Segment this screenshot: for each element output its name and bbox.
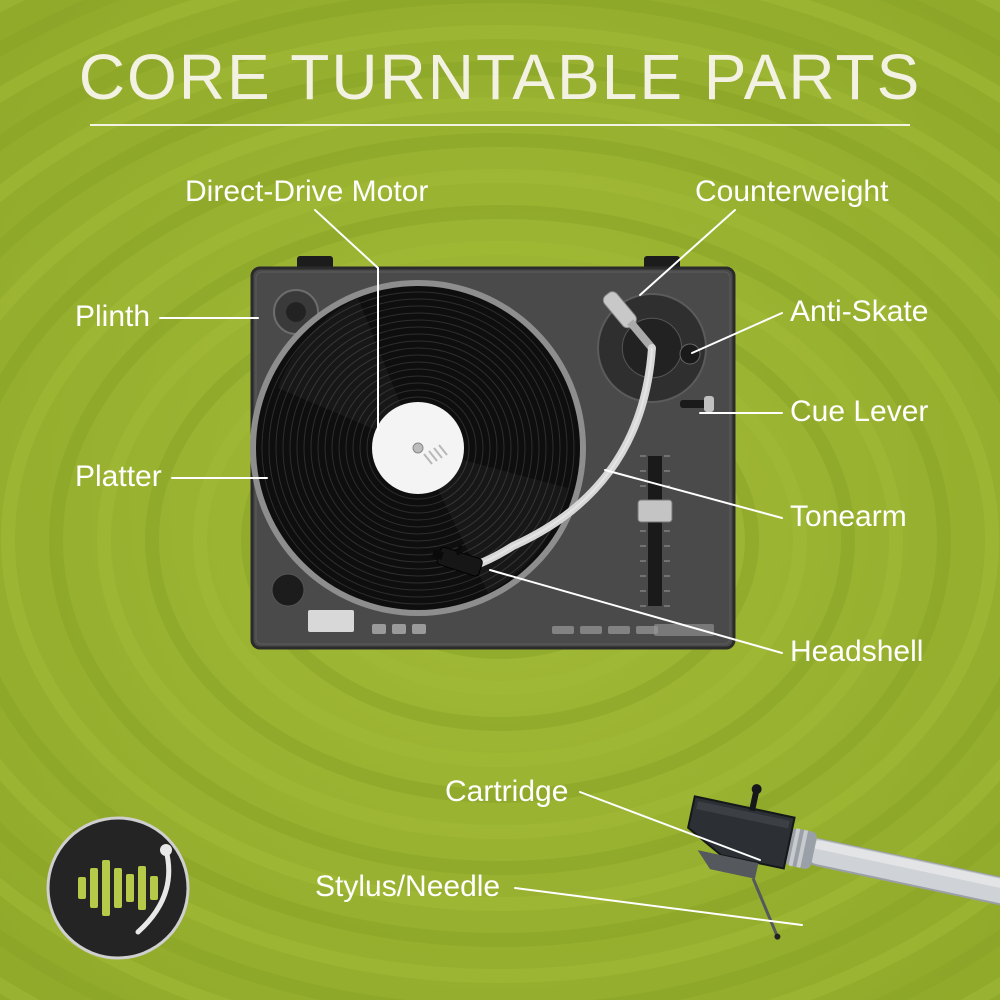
label-tonearm: Tonearm <box>790 500 907 534</box>
label-anti-skate: Anti-Skate <box>790 295 928 329</box>
label-headshell: Headshell <box>790 635 923 669</box>
label-stylus-needle: Stylus/Needle <box>315 870 500 904</box>
label-cartridge: Cartridge <box>445 775 568 809</box>
label-direct-drive-motor: Direct-Drive Motor <box>185 175 428 209</box>
infographic-canvas: CORE TURNTABLE PARTS Direct-Drive Motor C… <box>0 0 1000 1000</box>
label-plinth: Plinth <box>75 300 150 334</box>
title-rule <box>90 124 910 126</box>
label-counterweight: Counterweight <box>695 175 888 209</box>
label-cue-lever: Cue Lever <box>790 395 928 429</box>
page-title: CORE TURNTABLE PARTS <box>0 40 1000 114</box>
label-platter: Platter <box>75 460 162 494</box>
